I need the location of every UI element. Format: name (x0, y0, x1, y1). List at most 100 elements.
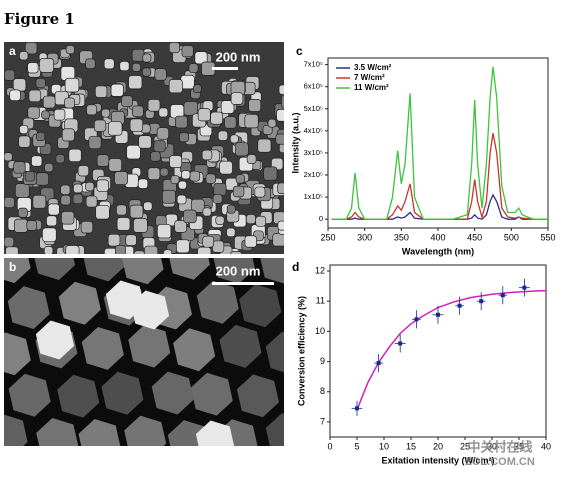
scale-bar (212, 282, 274, 285)
particle (121, 95, 133, 108)
particle (175, 115, 188, 129)
data-point (414, 317, 419, 322)
particle (163, 249, 173, 254)
particle (154, 68, 167, 81)
particle (197, 108, 211, 122)
particle (131, 48, 145, 62)
particle (162, 189, 176, 204)
particle (174, 220, 187, 233)
particle (32, 194, 47, 209)
particle (60, 184, 71, 195)
particle (35, 172, 49, 186)
particle (57, 374, 100, 418)
x-tick-label: 500 (504, 232, 519, 242)
particle (159, 167, 169, 177)
particle (168, 79, 183, 94)
particle (85, 195, 98, 208)
particle (31, 155, 43, 167)
particle (46, 215, 58, 227)
fit-curve (356, 289, 547, 411)
x-tick-label: 30 (487, 441, 497, 451)
particle (220, 100, 235, 114)
y-tick-label: 4x10⁵ (304, 126, 323, 135)
particle (257, 138, 272, 153)
particle (104, 247, 118, 254)
y-tick-label: 7 (320, 416, 325, 426)
spectrum-line (331, 66, 548, 220)
data-point (398, 341, 403, 346)
scale-bar-label: 200 nm (216, 49, 261, 64)
y-tick-label: 11 (316, 296, 325, 306)
particle (121, 258, 164, 285)
y-tick-label: 7x10⁵ (304, 60, 323, 69)
scale-bar (212, 67, 238, 70)
particle (24, 171, 36, 182)
particle (190, 198, 205, 213)
spectrum-line (331, 193, 548, 220)
particle (60, 194, 71, 206)
particle (224, 116, 237, 129)
data-point (436, 312, 440, 317)
particle (24, 42, 38, 55)
y-tick-label: 0 (319, 214, 323, 223)
particle (176, 239, 190, 254)
particle (215, 215, 225, 225)
particle (245, 214, 256, 225)
x-tick-label: 15 (406, 441, 416, 451)
scale-bar-label: 200 nm (216, 263, 261, 278)
particle (61, 211, 75, 225)
particle (133, 250, 145, 254)
particle (168, 42, 180, 54)
panel-label: d (292, 260, 299, 274)
particle (150, 151, 161, 162)
particle (173, 328, 216, 372)
particle (17, 207, 28, 218)
particle (5, 246, 19, 254)
particle (192, 84, 202, 93)
particle (26, 220, 37, 231)
particle (64, 97, 75, 109)
x-tick-label: 10 (379, 441, 389, 451)
particle (124, 415, 167, 446)
particle (4, 236, 15, 248)
particle (205, 173, 216, 184)
particle (42, 95, 56, 109)
particle (157, 224, 172, 239)
particle (8, 373, 51, 417)
data-point (376, 361, 381, 366)
legend-label: 11 W/cm² (354, 83, 389, 92)
panel-label: c (296, 44, 303, 58)
particle (275, 133, 284, 145)
particle (147, 167, 161, 180)
particle (114, 244, 126, 254)
panel-label: b (9, 260, 16, 274)
spectrum-line (331, 132, 548, 220)
particle (272, 233, 284, 247)
particle (12, 78, 27, 92)
particle (55, 153, 65, 164)
particle (35, 78, 46, 89)
particle (138, 135, 152, 149)
particle (19, 51, 29, 61)
particle (19, 124, 29, 135)
x-tick-label: 25 (460, 441, 470, 451)
sem-particles (4, 42, 284, 254)
particle (217, 130, 229, 141)
particle (144, 245, 159, 254)
particle (151, 371, 194, 415)
particle (213, 182, 227, 196)
particle (195, 420, 235, 446)
particle (142, 67, 152, 77)
particle (42, 227, 57, 243)
particle (226, 227, 236, 238)
particle (86, 104, 97, 116)
particle (36, 131, 46, 142)
particle (53, 108, 66, 121)
particle (248, 99, 262, 112)
particle (236, 374, 279, 418)
particle (194, 51, 208, 65)
particle (73, 183, 83, 194)
particle (13, 161, 26, 174)
particle (262, 124, 273, 135)
